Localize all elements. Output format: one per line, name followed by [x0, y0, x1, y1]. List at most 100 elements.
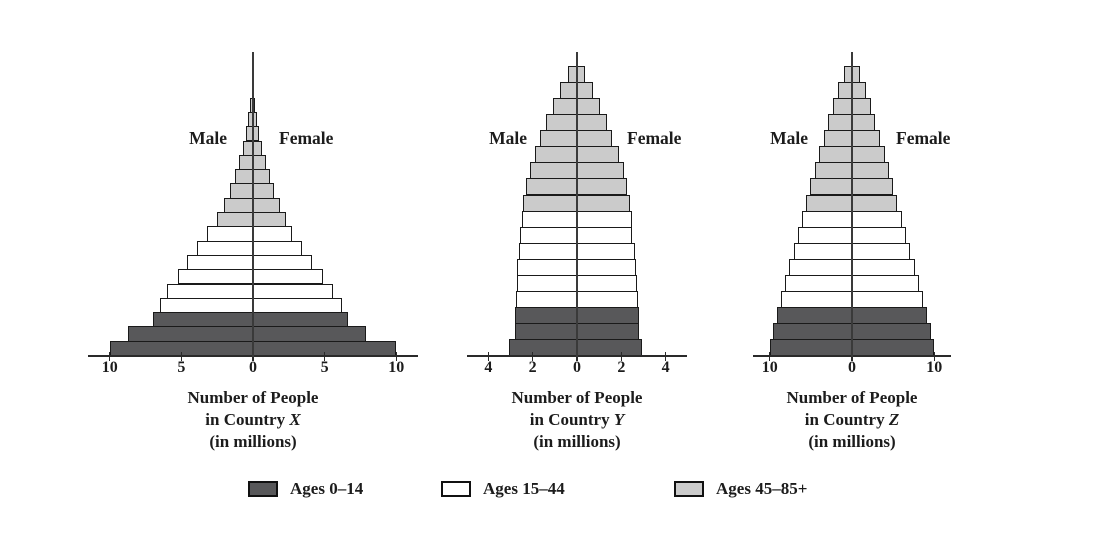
- axis-tick: [108, 352, 111, 361]
- pyramid-bar: [814, 162, 890, 180]
- axis-tick-label: 10: [761, 359, 778, 376]
- axis-tick-label: 5: [320, 359, 329, 376]
- pyramid-bar: [187, 254, 312, 271]
- axis-caption-country-y: Number of People in Country Y (in millio…: [457, 387, 697, 453]
- caption-line-1: Number of People: [511, 388, 643, 407]
- pyramid-bar: [789, 258, 915, 276]
- pyramid-bar: [777, 306, 927, 324]
- pyramid-bar: [217, 212, 286, 228]
- pyramid-bar: [534, 146, 620, 164]
- axis-tick: [180, 352, 183, 361]
- horizontal-axis-line: [88, 355, 418, 357]
- caption-line-1: Number of People: [786, 388, 918, 407]
- pyramid-bar: [522, 194, 631, 212]
- axis-tick-label: 2: [617, 359, 626, 376]
- pyramid-bar: [797, 226, 907, 244]
- pyramid-bar: [526, 178, 627, 196]
- center-axis-line: [851, 52, 853, 357]
- pyramid-bar: [197, 240, 302, 256]
- axis-tick-label: 10: [926, 359, 943, 376]
- pyramid-bar: [793, 242, 911, 260]
- pyramid-bar: [514, 322, 640, 340]
- center-axis-line: [576, 52, 578, 357]
- pyramid-bar: [519, 242, 635, 260]
- pyramid-bar: [517, 274, 637, 292]
- axis-tick: [768, 352, 771, 361]
- male-label: Male: [770, 128, 808, 148]
- horizontal-axis-line: [467, 355, 687, 357]
- pyramid-bar: [520, 226, 633, 244]
- axis-tick: [664, 352, 667, 361]
- male-label: Male: [189, 128, 227, 148]
- axis-tick: [395, 352, 398, 361]
- country-letter: X: [289, 410, 301, 429]
- pyramid-bar: [828, 114, 876, 132]
- pyramid-bar: [159, 297, 342, 314]
- pyramid-bar: [781, 290, 923, 308]
- pyramid-bar: [560, 82, 593, 100]
- pyramid-bar: [545, 114, 607, 132]
- pyramid-bar: [242, 140, 263, 156]
- pyramid-bar: [167, 283, 334, 299]
- dark-gray-swatch: [248, 481, 278, 497]
- white-swatch: [441, 481, 471, 497]
- axis-caption-country-z: Number of People in Country Z (in millio…: [732, 387, 972, 453]
- caption-line-3: (in millions): [209, 432, 297, 451]
- axis-tick-label: 4: [661, 359, 670, 376]
- caption-line-1: Number of People: [187, 388, 319, 407]
- pyramid-bar: [178, 269, 324, 285]
- axis-tick: [487, 352, 490, 361]
- pyramid-bar: [530, 162, 624, 180]
- pyramid-bar: [509, 338, 643, 356]
- pyramid-bar: [568, 66, 585, 84]
- axis-tick-label: 0: [249, 359, 257, 376]
- pyramid-bar: [540, 130, 613, 148]
- female-label: Female: [627, 128, 682, 148]
- axis-tick: [531, 352, 534, 361]
- pyramid-bar: [810, 178, 894, 196]
- pyramid-bar: [833, 98, 871, 116]
- pyramid-bar: [521, 210, 633, 228]
- light-gray-swatch: [674, 481, 704, 497]
- male-label: Male: [489, 128, 527, 148]
- pyramid-bar: [247, 111, 258, 128]
- axis-tick-label: 4: [484, 359, 493, 376]
- pyramid-bar: [769, 338, 935, 356]
- pyramid-bar: [109, 340, 397, 356]
- axis-tick: [933, 352, 936, 361]
- pyramid-bar: [235, 169, 271, 185]
- axis-tick-label: 0: [573, 359, 581, 376]
- country-letter: Z: [888, 410, 900, 429]
- caption-line-2: in Country Y: [529, 410, 625, 429]
- country-letter: Y: [613, 410, 625, 429]
- pyramid-bar: [838, 82, 866, 100]
- legend-item-ages-0-14: Ages 0–14: [248, 479, 363, 499]
- caption-line-2: in Country X: [205, 410, 301, 429]
- pyramid-bar: [772, 322, 931, 340]
- legend-item-ages-15-44: Ages 15–44: [441, 479, 565, 499]
- pyramid-bar: [239, 154, 266, 171]
- caption-line-2: in Country Z: [804, 410, 900, 429]
- axis-tick: [576, 352, 578, 361]
- female-label: Female: [279, 128, 334, 148]
- legend-item-ages-45-85: Ages 45–85+: [674, 479, 807, 499]
- pyramid-bar: [152, 312, 348, 328]
- legend-label: Ages 15–44: [483, 479, 565, 498]
- pyramid-bar: [552, 98, 601, 116]
- axis-tick-label: 10: [388, 359, 405, 376]
- pyramid-bar: [801, 210, 903, 228]
- pyramid-bar: [516, 290, 638, 308]
- pyramid-bar: [128, 326, 367, 342]
- pyramid-bar: [230, 183, 275, 199]
- pyramid-bar: [785, 274, 919, 292]
- legend-label: Ages 0–14: [290, 479, 364, 498]
- center-axis-line: [252, 52, 254, 357]
- pyramid-bar: [514, 306, 640, 324]
- axis-tick: [851, 352, 853, 361]
- legend-label: Ages 45–85+: [716, 479, 808, 498]
- horizontal-axis-line: [753, 355, 951, 357]
